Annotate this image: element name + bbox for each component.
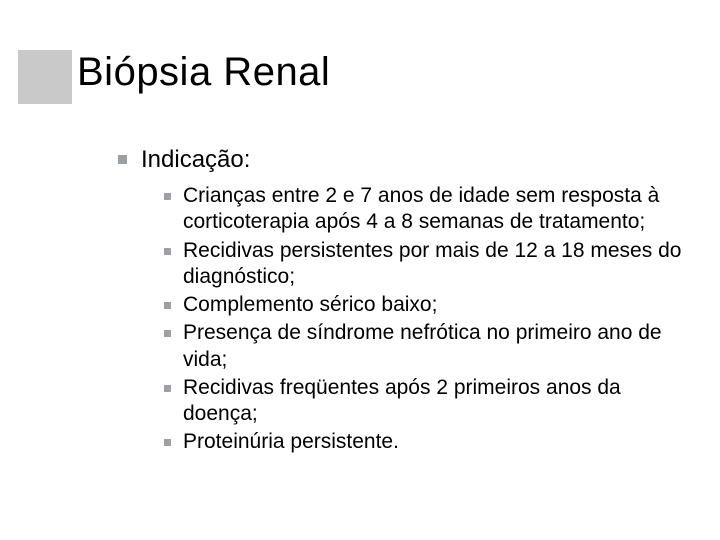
list-item: Proteinúria persistente. [164,429,698,455]
slide-body: Indicação: Crianças entre 2 e 7 anos de … [118,145,698,458]
square-bullet-icon [164,439,171,446]
slide-title: Biópsia Renal [77,50,330,95]
list-item-text: Presença de síndrome nefrótica no primei… [183,320,698,373]
list-item-text: Recidivas persistentes por mais de 12 a … [183,238,698,291]
list-item-text: Proteinúria persistente. [183,429,399,455]
list-item: Indicação: [118,145,698,175]
sublist: Crianças entre 2 e 7 anos de idade sem r… [164,183,698,456]
list-item: Complemento sérico baixo; [164,292,698,318]
accent-block [18,50,72,104]
list-item: Presença de síndrome nefrótica no primei… [164,320,698,373]
slide: Biópsia Renal Indicação: Crianças entre … [0,0,720,540]
square-bullet-icon [164,302,171,309]
square-bullet-icon [164,248,171,255]
list-item-text: Complemento sérico baixo; [183,292,437,318]
section-label: Indicação: [141,145,250,175]
square-bullet-icon [164,330,171,337]
list-item: Recidivas persistentes por mais de 12 a … [164,238,698,291]
list-item-text: Recidivas freqüentes após 2 primeiros an… [183,375,698,428]
list-item: Crianças entre 2 e 7 anos de idade sem r… [164,183,698,236]
square-bullet-icon [164,193,171,200]
square-bullet-icon [164,385,171,392]
list-item: Recidivas freqüentes após 2 primeiros an… [164,375,698,428]
square-bullet-icon [118,155,127,164]
list-item-text: Crianças entre 2 e 7 anos de idade sem r… [183,183,698,236]
